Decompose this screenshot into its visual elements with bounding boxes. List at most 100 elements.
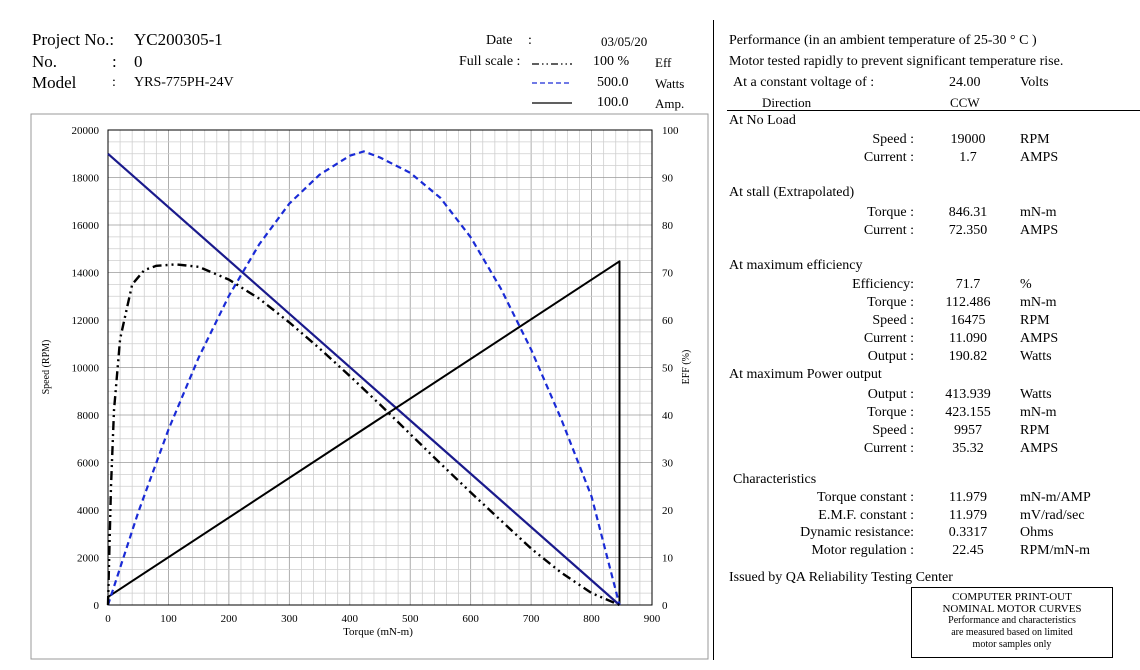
metric-unit: RPM [1020,132,1050,147]
direction-label: Direction [762,95,812,110]
y2-tick-label: 60 [662,315,674,327]
issued-by: Issued by QA Reliability Testing Center [729,570,953,585]
y2-axis-title: EFF (%) [681,350,692,385]
metric-label: Current : [863,150,914,165]
model-value: YRS-775PH-24V [134,75,234,90]
chart-frame [30,113,709,660]
no-load-title: At No Load [729,113,796,128]
y2-tick-label: 0 [662,600,668,612]
metric-label: Current : [863,331,914,346]
y-tick-label: 4000 [77,505,100,517]
x-tick-label: 600 [462,613,479,625]
date-value: 03/05/20 [601,34,648,49]
print-out-note-box: COMPUTER PRINT-OUT NOMINAL MOTOR CURVES … [911,587,1113,658]
metric-unit: AMPS [1020,441,1059,456]
no-label: No. [32,52,58,71]
x-tick-label: 100 [160,613,177,625]
scale-watts-unit: Watts [655,76,685,91]
direction-value: CCW [950,95,980,110]
metric-unit: AMPS [1020,150,1059,165]
panel-divider [713,20,714,660]
metric-unit: RPM [1020,313,1050,328]
metric-value: 846.31 [948,205,988,220]
metric-value: 11.090 [949,331,987,346]
voltage-value: 24.00 [949,75,981,90]
x-tick-label: 300 [281,613,298,625]
y-tick-label: 14000 [72,268,100,280]
axis-ticks: 0 100 200 300 400 500 600 700 800 900020004000600… [72,125,680,625]
y2-tick-label: 20 [662,505,674,517]
x-axis-title: Torque (mN-m) [343,626,413,638]
characteristics-title: Characteristics [733,472,817,487]
y2-tick-label: 30 [662,458,674,470]
note-line-5: motor samples only [972,639,1052,650]
x-tick-label: 900 [644,613,661,625]
y-tick-label: 8000 [77,410,100,422]
motor-curve-chart: 0 100 200 300 400 500 600 700 800 900020004000600… [30,113,709,660]
x-tick-label: 400 [342,613,359,625]
plot-area [107,129,653,606]
y-tick-label: 20000 [72,125,100,137]
x-tick-label: 800 [583,613,600,625]
metric-unit: AMPS [1020,331,1059,346]
speed-line [107,152,621,606]
note-line-3: Performance and characteristics [948,615,1076,626]
voltage-unit: Volts [1020,75,1049,90]
metric-value: 71.7 [955,277,981,292]
model-label: Model [32,73,77,92]
x-tick-label: 700 [523,613,540,625]
metric-label: Speed : [872,313,914,328]
model-colon: : [112,75,116,90]
metric-unit: Watts [1020,349,1052,364]
metric-label: Torque : [867,205,914,220]
scale-eff-value: 100 % [593,54,630,69]
metric-unit: % [1020,277,1032,292]
metric-unit: mN-m [1020,405,1057,420]
metric-value: 11.979 [949,507,987,523]
metric-label: Current : [863,223,914,238]
scale-watts-value: 500.0 [597,75,629,90]
metric-label: Torque : [867,295,914,310]
y-tick-label: 12000 [72,315,100,327]
project-no-label: Project No.: [32,30,115,49]
direction-rule [727,110,1140,111]
metric-unit: mN-m/AMP [1020,490,1091,505]
metric-value: 16475 [950,313,986,328]
metric-label: Torque constant : [817,490,914,505]
metric-value: 9957 [954,423,982,438]
date-colon: : [528,33,532,48]
metric-label: Efficiency: [852,277,914,292]
metric-unit: RPM [1020,423,1050,438]
chart-series [106,150,621,607]
y-tick-label: 16000 [72,220,100,232]
metric-label: E.M.F. constant : [818,507,914,523]
metric-value: 0.3317 [948,525,988,541]
x-tick-label: 0 [105,613,111,625]
project-no-value: YC200305-1 [134,30,223,49]
metric-unit: Ohms [1020,525,1054,541]
performance-title: Performance (in an ambient temperature o… [729,33,1037,48]
output-power-line [106,150,621,606]
metric-value: 11.979 [949,490,987,505]
x-tick-label: 500 [402,613,419,625]
metric-unit: mN-m [1020,205,1057,220]
x-tick-label: 200 [221,613,238,625]
scale-amp-value: 100.0 [597,95,629,110]
metric-label: Motor regulation : [811,543,914,559]
metric-unit: mN-m [1020,295,1057,310]
y-axis-title: Speed (RPM) [41,340,52,395]
y2-tick-label: 50 [662,363,674,375]
y2-tick-label: 70 [662,268,674,280]
note-line-1: COMPUTER PRINT-OUT [952,591,1072,603]
scale-eff-unit: Eff [655,55,672,70]
y-tick-label: 6000 [77,458,100,470]
efficiency-line [106,263,620,607]
y-tick-label: 10000 [72,363,100,375]
y-tick-label: 18000 [72,173,100,185]
metric-value: 190.82 [948,349,988,364]
metric-value: 112.486 [945,295,991,310]
chart-grid [108,130,652,605]
y2-tick-label: 90 [662,173,674,185]
no-colon: : [112,52,117,71]
metric-label: Dynamic resistance: [800,525,914,541]
